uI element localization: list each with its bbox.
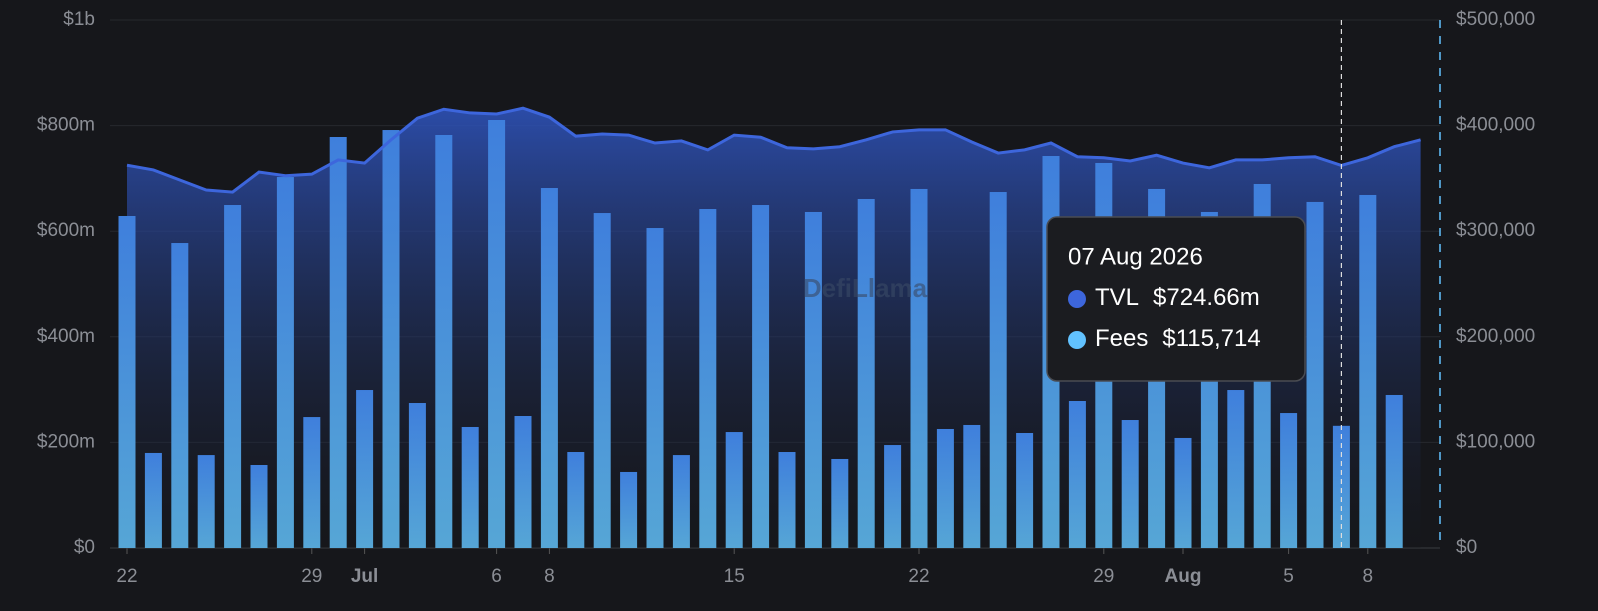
legend-dot [1068, 331, 1086, 349]
bar [540, 188, 558, 549]
bar [989, 192, 1007, 548]
bar [884, 445, 902, 548]
bar [1332, 425, 1350, 548]
bar [1227, 390, 1245, 548]
bar [382, 130, 400, 548]
x-tick-label: 22 [908, 566, 929, 587]
bar [752, 205, 770, 548]
bar [620, 471, 638, 548]
bar [910, 188, 928, 548]
y2-tick-label: $500,000 [1456, 9, 1535, 30]
tooltip-item: Fees $115,714 [1095, 325, 1261, 352]
bar [224, 205, 242, 548]
watermark: DefiLlama [803, 273, 928, 303]
y-tick-label: $600m [37, 220, 95, 241]
bar [461, 426, 479, 548]
x-tick-label: 15 [724, 566, 745, 587]
bar [1359, 194, 1377, 549]
bar [646, 228, 664, 549]
bar [1068, 401, 1086, 548]
y-tick-label: $400m [37, 326, 95, 347]
bar [1016, 433, 1034, 548]
bar [171, 243, 189, 548]
tooltip-box [1046, 216, 1306, 382]
y2-tick-label: $300,000 [1456, 220, 1535, 241]
x-tick-label: 29 [301, 566, 322, 587]
x-tick-label: 8 [1363, 566, 1374, 587]
x-tick-label: 5 [1283, 566, 1294, 587]
bar [936, 428, 954, 548]
bar [197, 455, 215, 548]
tooltip-item: TVL $724.66m [1095, 284, 1260, 311]
bar [276, 177, 294, 548]
tooltip-value: $115,714 [1162, 325, 1260, 352]
bar [857, 198, 875, 548]
bar [514, 416, 532, 548]
bar [831, 458, 849, 548]
x-tick-label: Aug [1165, 566, 1202, 587]
legend-dot [1068, 290, 1086, 308]
bar [1306, 201, 1324, 549]
bar [144, 452, 162, 548]
bar [435, 134, 453, 548]
bar [1385, 394, 1403, 548]
y-tick-label: $800m [37, 115, 95, 136]
bar [963, 424, 981, 548]
x-tick-label: 8 [544, 566, 555, 587]
y2-tick-label: $100,000 [1456, 431, 1535, 452]
x-tick-label: 22 [116, 566, 137, 587]
y-tick-label: $1b [63, 9, 95, 30]
bar [567, 452, 585, 548]
tooltip-label: TVL [1095, 284, 1139, 311]
bar [1121, 420, 1139, 548]
x-tick-label: 29 [1093, 566, 1114, 587]
y2-tick-label: $400,000 [1456, 115, 1535, 136]
y-tick-label: $0 [74, 537, 95, 558]
x-tick-label: Jul [351, 566, 378, 587]
bar [672, 455, 690, 548]
x-tick-label: 6 [491, 566, 502, 587]
tooltip-value: $724.66m [1153, 284, 1260, 311]
y-tick-label: $200m [37, 431, 95, 452]
bar [118, 215, 136, 549]
bar [250, 464, 268, 548]
y2-tick-label: $0 [1456, 537, 1477, 558]
bar [408, 403, 426, 548]
bar [725, 432, 743, 548]
bar [804, 211, 822, 548]
bar [329, 137, 347, 548]
y2-tick-label: $200,000 [1456, 326, 1535, 347]
bar [303, 417, 321, 548]
tooltip-title: 07 Aug 2026 [1068, 243, 1203, 270]
bar [1174, 437, 1192, 548]
bar [593, 213, 611, 548]
bar [1280, 413, 1298, 548]
bar [488, 120, 506, 548]
bar [356, 390, 374, 548]
tooltip-label: Fees [1095, 325, 1148, 352]
tvl-line [126, 106, 1421, 194]
bar [778, 452, 796, 548]
bar [699, 209, 717, 549]
